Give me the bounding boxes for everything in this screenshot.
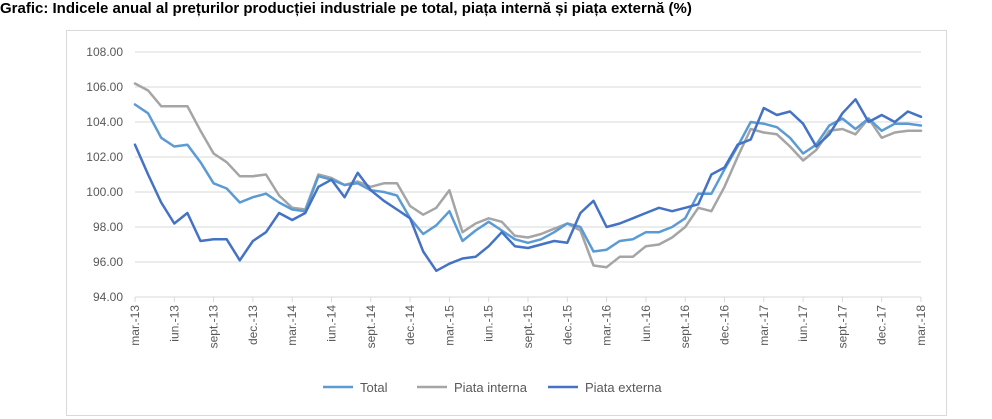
x-tick-label: iun.-15 — [482, 305, 496, 342]
legend-label: Total — [360, 380, 388, 395]
series-line-total — [133, 103, 923, 253]
x-tick-label: mar.-13 — [128, 305, 142, 346]
y-tick-label: 100.00 — [86, 185, 123, 199]
x-tick-label: sept.-13 — [207, 305, 221, 349]
x-tick-label: mar.-17 — [757, 305, 771, 346]
series-line-piata-externa — [133, 98, 923, 273]
x-tick-label: iun.-14 — [325, 305, 339, 342]
gridlines — [135, 51, 921, 298]
x-tick-label: dec.-13 — [246, 305, 260, 345]
x-tick-label: mar.-18 — [914, 305, 928, 346]
series-lines — [133, 82, 923, 273]
y-tick-label: 104.00 — [86, 115, 123, 129]
x-tick-label: sept.-16 — [678, 305, 692, 349]
chart-frame — [66, 30, 947, 416]
x-tick-label: sept.-14 — [364, 305, 378, 349]
x-tick-label: sept.-15 — [521, 305, 535, 349]
x-tick-label: mar.-14 — [285, 305, 299, 346]
x-tick-label: mar.-15 — [442, 305, 456, 346]
series-line-piata-interna — [133, 82, 923, 269]
y-tick-label: 102.00 — [86, 150, 123, 164]
chart-title: Grafic: Indicele anual al prețurilor pro… — [0, 0, 692, 17]
x-tick-label: dec.-14 — [403, 305, 417, 345]
x-tick-label: sept.-17 — [835, 305, 849, 349]
y-tick-label: 94.00 — [93, 290, 123, 304]
legend-label: Piata interna — [454, 380, 528, 395]
x-tick-label: dec.-16 — [718, 305, 732, 345]
y-tick-label: 96.00 — [93, 255, 123, 269]
y-tick-label: 108.00 — [86, 45, 123, 59]
x-tick-label: iun.-17 — [796, 305, 810, 342]
y-tick-label: 98.00 — [93, 220, 123, 234]
x-tick-label: dec.-15 — [560, 305, 574, 345]
x-tick-label: iun.-16 — [639, 305, 653, 342]
x-tick-label: mar.-16 — [600, 305, 614, 346]
legend: Total Piata interna Piata externa — [323, 380, 662, 395]
x-tick-label: dec.-17 — [875, 305, 889, 345]
x-tick-label: iun.-13 — [167, 305, 181, 342]
legend-label: Piata externa — [585, 380, 662, 395]
y-axis-ticks: 94.00 96.00 98.00 100.00 102.00 104.00 106.00 1… — [86, 45, 123, 304]
y-tick-label: 106.00 — [86, 80, 123, 94]
x-axis-ticks: mar.-13 iun.-13 sept.-13 dec.-13 mar.-14 iun.… — [128, 297, 928, 348]
